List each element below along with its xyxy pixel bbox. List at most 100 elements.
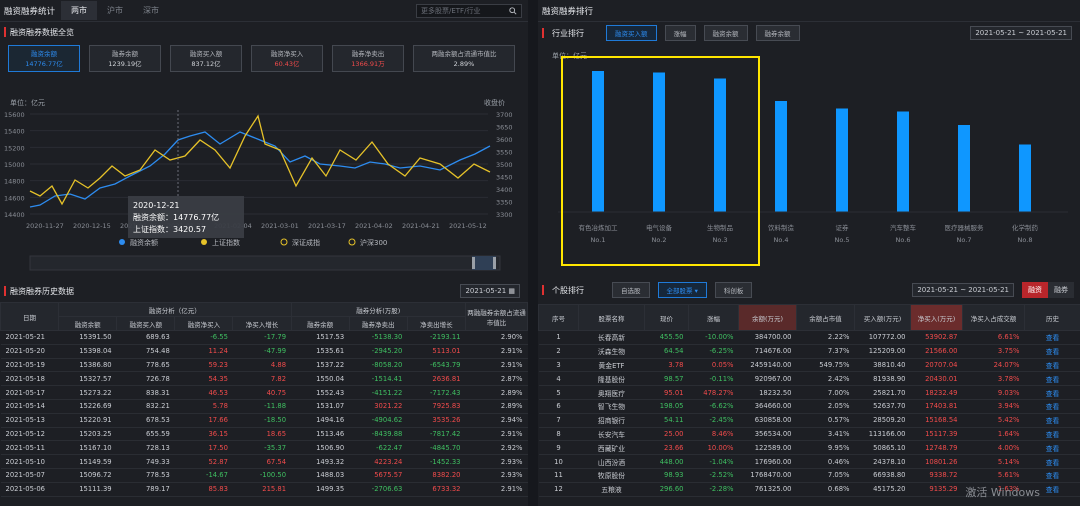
- tab-all-stocks[interactable]: 全部股票 ▾: [657, 282, 707, 298]
- view-history-link[interactable]: 查看: [1024, 385, 1080, 400]
- history-date-picker[interactable]: 2021-05-21 ▦: [460, 284, 520, 298]
- col-header[interactable]: 现价: [644, 304, 689, 331]
- industry-date-range[interactable]: 2021-05-21 ~ 2021-05-21: [970, 26, 1072, 40]
- stat-margin-balance[interactable]: 融资余额 14776.77亿: [8, 45, 80, 72]
- industry-bar[interactable]: [592, 71, 604, 212]
- table-row[interactable]: 2021-05-17 15273.22 838.31 46.53 40.75 1552.4…: [0, 385, 528, 400]
- legend-margin-balance-icon[interactable]: [119, 239, 125, 245]
- stat-margin-buy[interactable]: 融资买入额 837.12亿: [170, 45, 242, 72]
- tab-margin-balance[interactable]: 融资余额: [703, 25, 748, 41]
- table-row[interactable]: 2021-05-11 15167.10 728.13 17.50 -35.37 1506.…: [0, 440, 528, 456]
- industry-rank: No.4: [774, 236, 789, 244]
- table-cell: 54.35: [174, 371, 233, 387]
- stat-net-buy[interactable]: 融资净买入 60.43亿: [251, 45, 323, 72]
- table-row[interactable]: 2 沃森生物 64.54 -6.25% 714676.00 7.37% 125209.00 2…: [538, 344, 1080, 359]
- table-row[interactable]: 1 长春高新 455.50 -10.00% 384700.00 2.22% 107772.0…: [538, 330, 1080, 345]
- industry-toolbar: 行业排行 融资买入额 涨幅 融资余额 融券余额 2021-05-21 ~ 202…: [538, 22, 1080, 44]
- table-row[interactable]: 4 隆基股份 98.57 -0.11% 920967.00 2.42% 81938.90 20…: [538, 371, 1080, 387]
- industry-bar[interactable]: [653, 72, 665, 213]
- stat-ratio[interactable]: 两融余额占流通市值比 2.89%: [413, 45, 515, 72]
- industry-bar[interactable]: [897, 111, 909, 213]
- industry-bar[interactable]: [958, 125, 970, 212]
- view-history-link[interactable]: 查看: [1024, 330, 1080, 345]
- table-row[interactable]: 2021-05-10 15149.59 749.33 52.87 67.54 1493.3…: [0, 454, 528, 469]
- table-row[interactable]: 11 牧原股份 98.93 -2.52% 1768470.00 7.05% 66938.80…: [538, 468, 1080, 483]
- toggle-short[interactable]: 融券: [1048, 282, 1074, 298]
- search-input[interactable]: 更多股票/ETF/行业: [416, 3, 522, 18]
- view-history-link[interactable]: 查看: [1024, 371, 1080, 387]
- table-row[interactable]: 2021-05-13 15220.91 678.53 17.66 -18.50 1494.…: [0, 413, 528, 428]
- view-history-link[interactable]: 查看: [1024, 427, 1080, 442]
- legend-sz-index-icon[interactable]: [280, 238, 288, 246]
- tab-star-market[interactable]: 科创板: [714, 282, 753, 298]
- col-header[interactable]: 净买入占成交额: [962, 304, 1025, 331]
- table-row[interactable]: 12 五粮液 296.60 -2.28% 761325.00 0.68% 45175.20 9…: [538, 482, 1080, 497]
- tab-watchlist[interactable]: 自选股: [612, 282, 650, 298]
- col-header[interactable]: 序号: [538, 304, 579, 331]
- view-history-link[interactable]: 查看: [1024, 440, 1080, 456]
- legend-sh-index[interactable]: 上证指数: [212, 238, 240, 247]
- view-history-link[interactable]: 查看: [1024, 482, 1080, 497]
- legend-hs300[interactable]: 沪深300: [360, 238, 387, 247]
- legend-sh-index-icon[interactable]: [201, 239, 207, 245]
- view-history-link[interactable]: 查看: [1024, 399, 1080, 414]
- legend-margin-balance[interactable]: 融资余额: [130, 238, 158, 247]
- col-header[interactable]: 涨幅: [688, 304, 739, 331]
- industry-bar[interactable]: [836, 108, 848, 213]
- industry-name: 医疗器械服务: [945, 223, 985, 232]
- table-row[interactable]: 2021-05-18 15327.57 726.78 54.35 7.82 1550.04…: [0, 371, 528, 387]
- industry-bar[interactable]: [775, 101, 787, 212]
- toggle-margin[interactable]: 融资: [1022, 282, 1048, 298]
- tab-shenzhen[interactable]: 深市: [143, 6, 160, 15]
- zoom-handle-left[interactable]: [472, 257, 475, 269]
- legend-sz-index[interactable]: 深证成指: [292, 238, 320, 247]
- industry-bar[interactable]: [1019, 144, 1031, 213]
- stock-date-range[interactable]: 2021-05-21 ~ 2021-05-21: [912, 283, 1014, 297]
- table-cell: 630858.00: [738, 413, 797, 428]
- table-cell: 0.68%: [796, 482, 855, 497]
- table-row[interactable]: 2021-05-19 15386.80 778.65 59.23 4.88 1537.22…: [0, 358, 528, 373]
- tab-both-markets[interactable]: 两市: [61, 1, 98, 20]
- table-row[interactable]: 6 智飞生物 198.05 -6.62% 364660.00 2.05% 52637.70 1…: [538, 399, 1080, 414]
- right-axis-unit: 收盘价: [484, 98, 505, 107]
- table-row[interactable]: 2021-05-07 15096.72 778.53 -14.67 -100.50 148…: [0, 468, 528, 483]
- col-header[interactable]: 净买入(万元): [910, 304, 963, 331]
- table-cell: 59.23: [174, 358, 233, 373]
- table-row[interactable]: 10 山西汾酒 448.00 -1.04% 176960.00 0.46% 24378.10…: [538, 454, 1080, 469]
- view-history-link[interactable]: 查看: [1024, 358, 1080, 373]
- table-row[interactable]: 3 黄金ETF 3.78 0.05% 2459140.00 549.75% 38810.40…: [538, 358, 1080, 373]
- table-row[interactable]: 9 西藏矿业 23.66 10.00% 122589.00 9.95% 50865.10 12…: [538, 440, 1080, 456]
- table-row[interactable]: 2021-05-06 15111.39 789.17 85.83 215.81 1499.…: [0, 482, 528, 497]
- col-header[interactable]: 余额(万元): [738, 304, 797, 331]
- table-row[interactable]: 7 招商银行 54.11 -2.45% 630858.00 0.57% 28509.20 15…: [538, 413, 1080, 428]
- tab-shanghai[interactable]: 沪市: [107, 6, 124, 15]
- col-header[interactable]: 余额占市值: [796, 304, 855, 331]
- stat-label: 融券余额: [112, 50, 138, 58]
- table-row[interactable]: 2021-05-21 15391.50 689.63 -6.55 -17.79 1517.…: [0, 330, 528, 345]
- view-history-link[interactable]: 查看: [1024, 454, 1080, 469]
- stat-short-balance[interactable]: 融券余额 1239.19亿: [89, 45, 161, 72]
- col-header[interactable]: 买入额(万元): [854, 304, 911, 331]
- zoom-handle-right[interactable]: [493, 257, 496, 269]
- table-cell: 25.00: [644, 427, 689, 442]
- legend-hs300-icon[interactable]: [348, 238, 356, 246]
- tab-margin-buy[interactable]: 融资买入额: [606, 25, 657, 41]
- stat-net-sell[interactable]: 融券净卖出 1366.91万: [332, 45, 404, 72]
- view-history-link[interactable]: 查看: [1024, 413, 1080, 428]
- tab-short-balance[interactable]: 融券余额: [755, 25, 800, 41]
- table-row[interactable]: 8 长安汽车 25.00 8.46% 356534.00 3.41% 113166.00 15…: [538, 427, 1080, 442]
- col-header[interactable]: 历史: [1024, 304, 1080, 331]
- zoom-slider[interactable]: [29, 255, 501, 271]
- view-history-link[interactable]: 查看: [1024, 344, 1080, 359]
- table-cell: 18232.50: [738, 385, 797, 400]
- table-row[interactable]: 2021-05-20 15398.04 754.48 11.24 -47.99 1535.…: [0, 344, 528, 359]
- table-row[interactable]: 2021-05-12 15203.25 655.59 36.15 18.65 1513.4…: [0, 427, 528, 442]
- industry-bar[interactable]: [714, 78, 726, 213]
- col-header[interactable]: 股票名称: [578, 304, 645, 331]
- table-row[interactable]: 5 奥翔医疗 95.01 478.27% 18232.50 7.00% 25821.70 18…: [538, 385, 1080, 400]
- view-history-link[interactable]: 查看: [1024, 468, 1080, 483]
- tab-gain[interactable]: 涨幅: [664, 25, 696, 41]
- table-cell: 2021-05-19: [0, 358, 59, 373]
- table-row[interactable]: 2021-05-14 15226.69 832.21 5.78 -11.88 1531.0…: [0, 399, 528, 414]
- zoom-range[interactable]: [472, 256, 496, 270]
